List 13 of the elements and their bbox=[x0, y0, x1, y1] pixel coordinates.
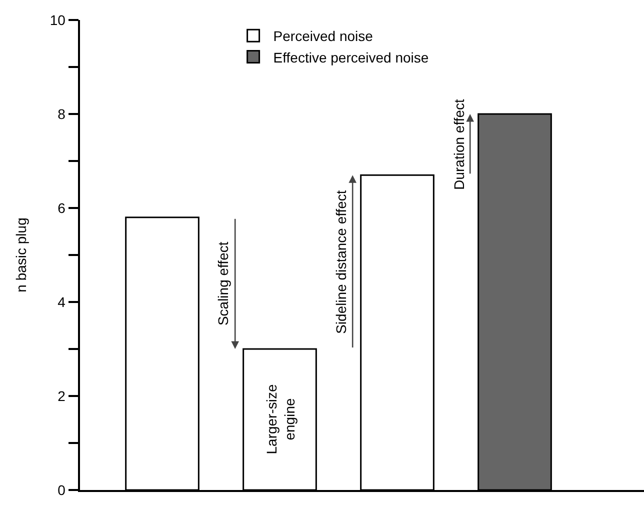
y-tick-label: 0 bbox=[58, 482, 66, 498]
annotation: Sideline distance effect bbox=[332, 190, 349, 334]
y-tick-label: 2 bbox=[58, 388, 66, 404]
y-tick-label: 8 bbox=[58, 106, 66, 122]
y-axis-title: n basic plug bbox=[12, 218, 29, 292]
y-tick-label: 6 bbox=[58, 200, 66, 216]
legend-label: Effective perceived noise bbox=[273, 49, 429, 66]
legend-label: Perceived noise bbox=[273, 28, 374, 44]
y-tick-label: 4 bbox=[58, 294, 66, 310]
y-tick-label: 10 bbox=[50, 12, 66, 28]
x-tick-label: Larger-size engine bbox=[263, 384, 298, 454]
annotation: Scaling effect bbox=[215, 242, 232, 326]
annotation: Duration effect bbox=[450, 98, 467, 190]
